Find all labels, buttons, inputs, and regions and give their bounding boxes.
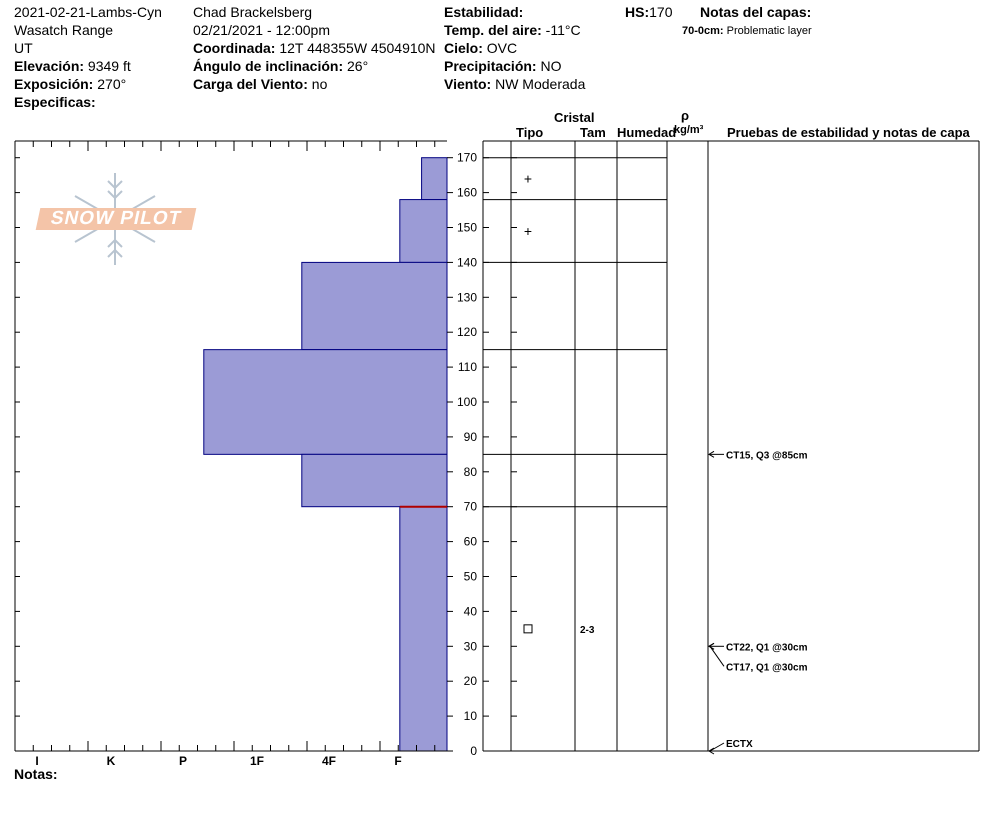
coordinates-value: 12T 448355W 4504910N: [279, 40, 436, 56]
location-name: 2021-02-21-Lambs-Cyn: [14, 4, 162, 20]
grain-mark-2: [523, 624, 533, 634]
elevation-label: Elevación:: [14, 58, 85, 74]
range-name: Wasatch Range: [14, 22, 114, 38]
layer-note-label: 70-0cm:: [682, 25, 724, 37]
layer-notes-label: Notas del capas:: [700, 4, 812, 20]
coordinates: Coordinada: 12T 448355W 4504910N: [193, 39, 443, 57]
height-axis-label-0: 0: [470, 744, 477, 758]
snowpilot-logo: SNOW PILOT: [35, 170, 198, 270]
test-result-1: CT22, Q1 @30cm: [726, 642, 808, 653]
observation-datetime: 02/21/2021 - 12:00pm: [193, 22, 330, 38]
grain-size-2: 2-3: [580, 625, 595, 636]
wind-loading-label: Carga del Viento:: [193, 76, 308, 92]
test-result-0: CT15, Q3 @85cm: [726, 450, 808, 461]
test-result-2: CT17, Q1 @30cm: [726, 662, 808, 673]
notes-label: Notas:: [14, 766, 58, 782]
moisture-header: Humedad: [617, 125, 677, 140]
wind: Viento: NW Moderada: [444, 75, 585, 93]
hardness-bar-5: [399, 506, 448, 752]
height-axis-label-150: 150: [457, 221, 477, 235]
hardness-label-I: I: [35, 754, 38, 768]
test-arrow-2: [709, 646, 725, 667]
snow-height-value: 170: [649, 4, 673, 20]
height-axis-label-100: 100: [457, 395, 477, 409]
height-axis-label-130: 130: [457, 290, 477, 304]
aspect-label: Exposición:: [14, 76, 94, 92]
height-axis-label-30: 30: [464, 639, 478, 653]
grain-mark-0: +: [524, 171, 532, 187]
stability-tests-header: Pruebas de estabilidad y notas de capa: [727, 125, 970, 140]
elevation: Elevación: 9349 ft: [14, 57, 131, 75]
snow-height: HS:170: [625, 3, 672, 21]
layer-note-value: Problematic layer: [726, 25, 812, 37]
height-axis-label-160: 160: [457, 186, 477, 200]
hardness-bar-1: [399, 199, 448, 263]
air-temp-label: Temp. del aire:: [444, 22, 542, 38]
size-header: Tam: [580, 125, 606, 140]
hardness-bar-2: [301, 261, 448, 351]
coordinates-label: Coordinada:: [193, 40, 276, 56]
height-axis-label-60: 60: [464, 535, 478, 549]
air-temp-value: -11°C: [545, 22, 581, 38]
height-axis-label-40: 40: [464, 604, 478, 618]
slope-angle: Ángulo de inclinación: 26°: [193, 57, 368, 75]
height-axis-label-80: 80: [464, 465, 478, 479]
test-result-3: ECTX: [726, 739, 753, 750]
state-name: UT: [14, 40, 33, 56]
hardness-label-K: K: [107, 754, 116, 768]
hardness-bar-3: [203, 349, 448, 455]
density-unit: kg/m³: [674, 124, 704, 136]
height-axis-label-110: 110: [458, 360, 477, 374]
test-arrowhead-0: [708, 450, 715, 458]
aspect-value: 270°: [97, 76, 127, 92]
stability-label: Estabilidad:: [444, 4, 524, 20]
observer-name: Chad Brackelsberg: [193, 4, 313, 20]
height-axis-label-50: 50: [464, 570, 478, 584]
crystal-header: Cristal: [554, 110, 595, 125]
wind-loading: Carga del Viento: no: [193, 75, 327, 93]
height-axis-label-140: 140: [457, 255, 477, 269]
test-arrow-3: [709, 742, 725, 752]
wind-value: NW Moderada: [495, 76, 586, 92]
height-axis-label-10: 10: [464, 709, 478, 723]
test-arrowhead-3: [708, 747, 715, 755]
wind-loading-value: no: [311, 76, 328, 92]
hardness-label-P: P: [179, 754, 187, 768]
hardness-label-1F: 1F: [250, 754, 264, 768]
type-header: Tipo: [516, 125, 544, 140]
height-axis-label-70: 70: [464, 500, 478, 514]
precipitation-value: NO: [540, 58, 562, 74]
sky-label: Cielo:: [444, 40, 483, 56]
hardness-label-4F: 4F: [322, 754, 336, 768]
aspect: Exposición: 270°: [14, 75, 126, 93]
air-temp: Temp. del aire: -11°C: [444, 21, 581, 39]
height-axis-label-120: 120: [457, 325, 477, 339]
height-axis-label-170: 170: [457, 151, 477, 165]
specifics-label: Especificas:: [14, 94, 96, 110]
slope-angle-label: Ángulo de inclinación:: [193, 58, 344, 74]
hardness-bar-4: [301, 453, 448, 508]
layer-note: 70-0cm: Problematic layer: [682, 24, 812, 38]
snow-height-label: HS:: [625, 4, 650, 20]
density-symbol: ρ: [681, 108, 690, 123]
precipitation-label: Precipitación:: [444, 58, 537, 74]
height-axis-label-90: 90: [464, 430, 478, 444]
wind-label: Viento:: [444, 76, 492, 92]
grain-mark-1: +: [524, 223, 532, 239]
precipitation: Precipitación: NO: [444, 57, 561, 75]
test-arrowhead-2: [708, 642, 715, 650]
elevation-value: 9349 ft: [87, 58, 131, 74]
height-axis-label-20: 20: [464, 674, 478, 688]
hardness-bar-0: [421, 157, 448, 201]
sky: Cielo: OVC: [444, 39, 517, 57]
slope-angle-value: 26°: [347, 58, 369, 74]
sky-value: OVC: [486, 40, 518, 56]
hardness-label-F: F: [394, 754, 401, 768]
